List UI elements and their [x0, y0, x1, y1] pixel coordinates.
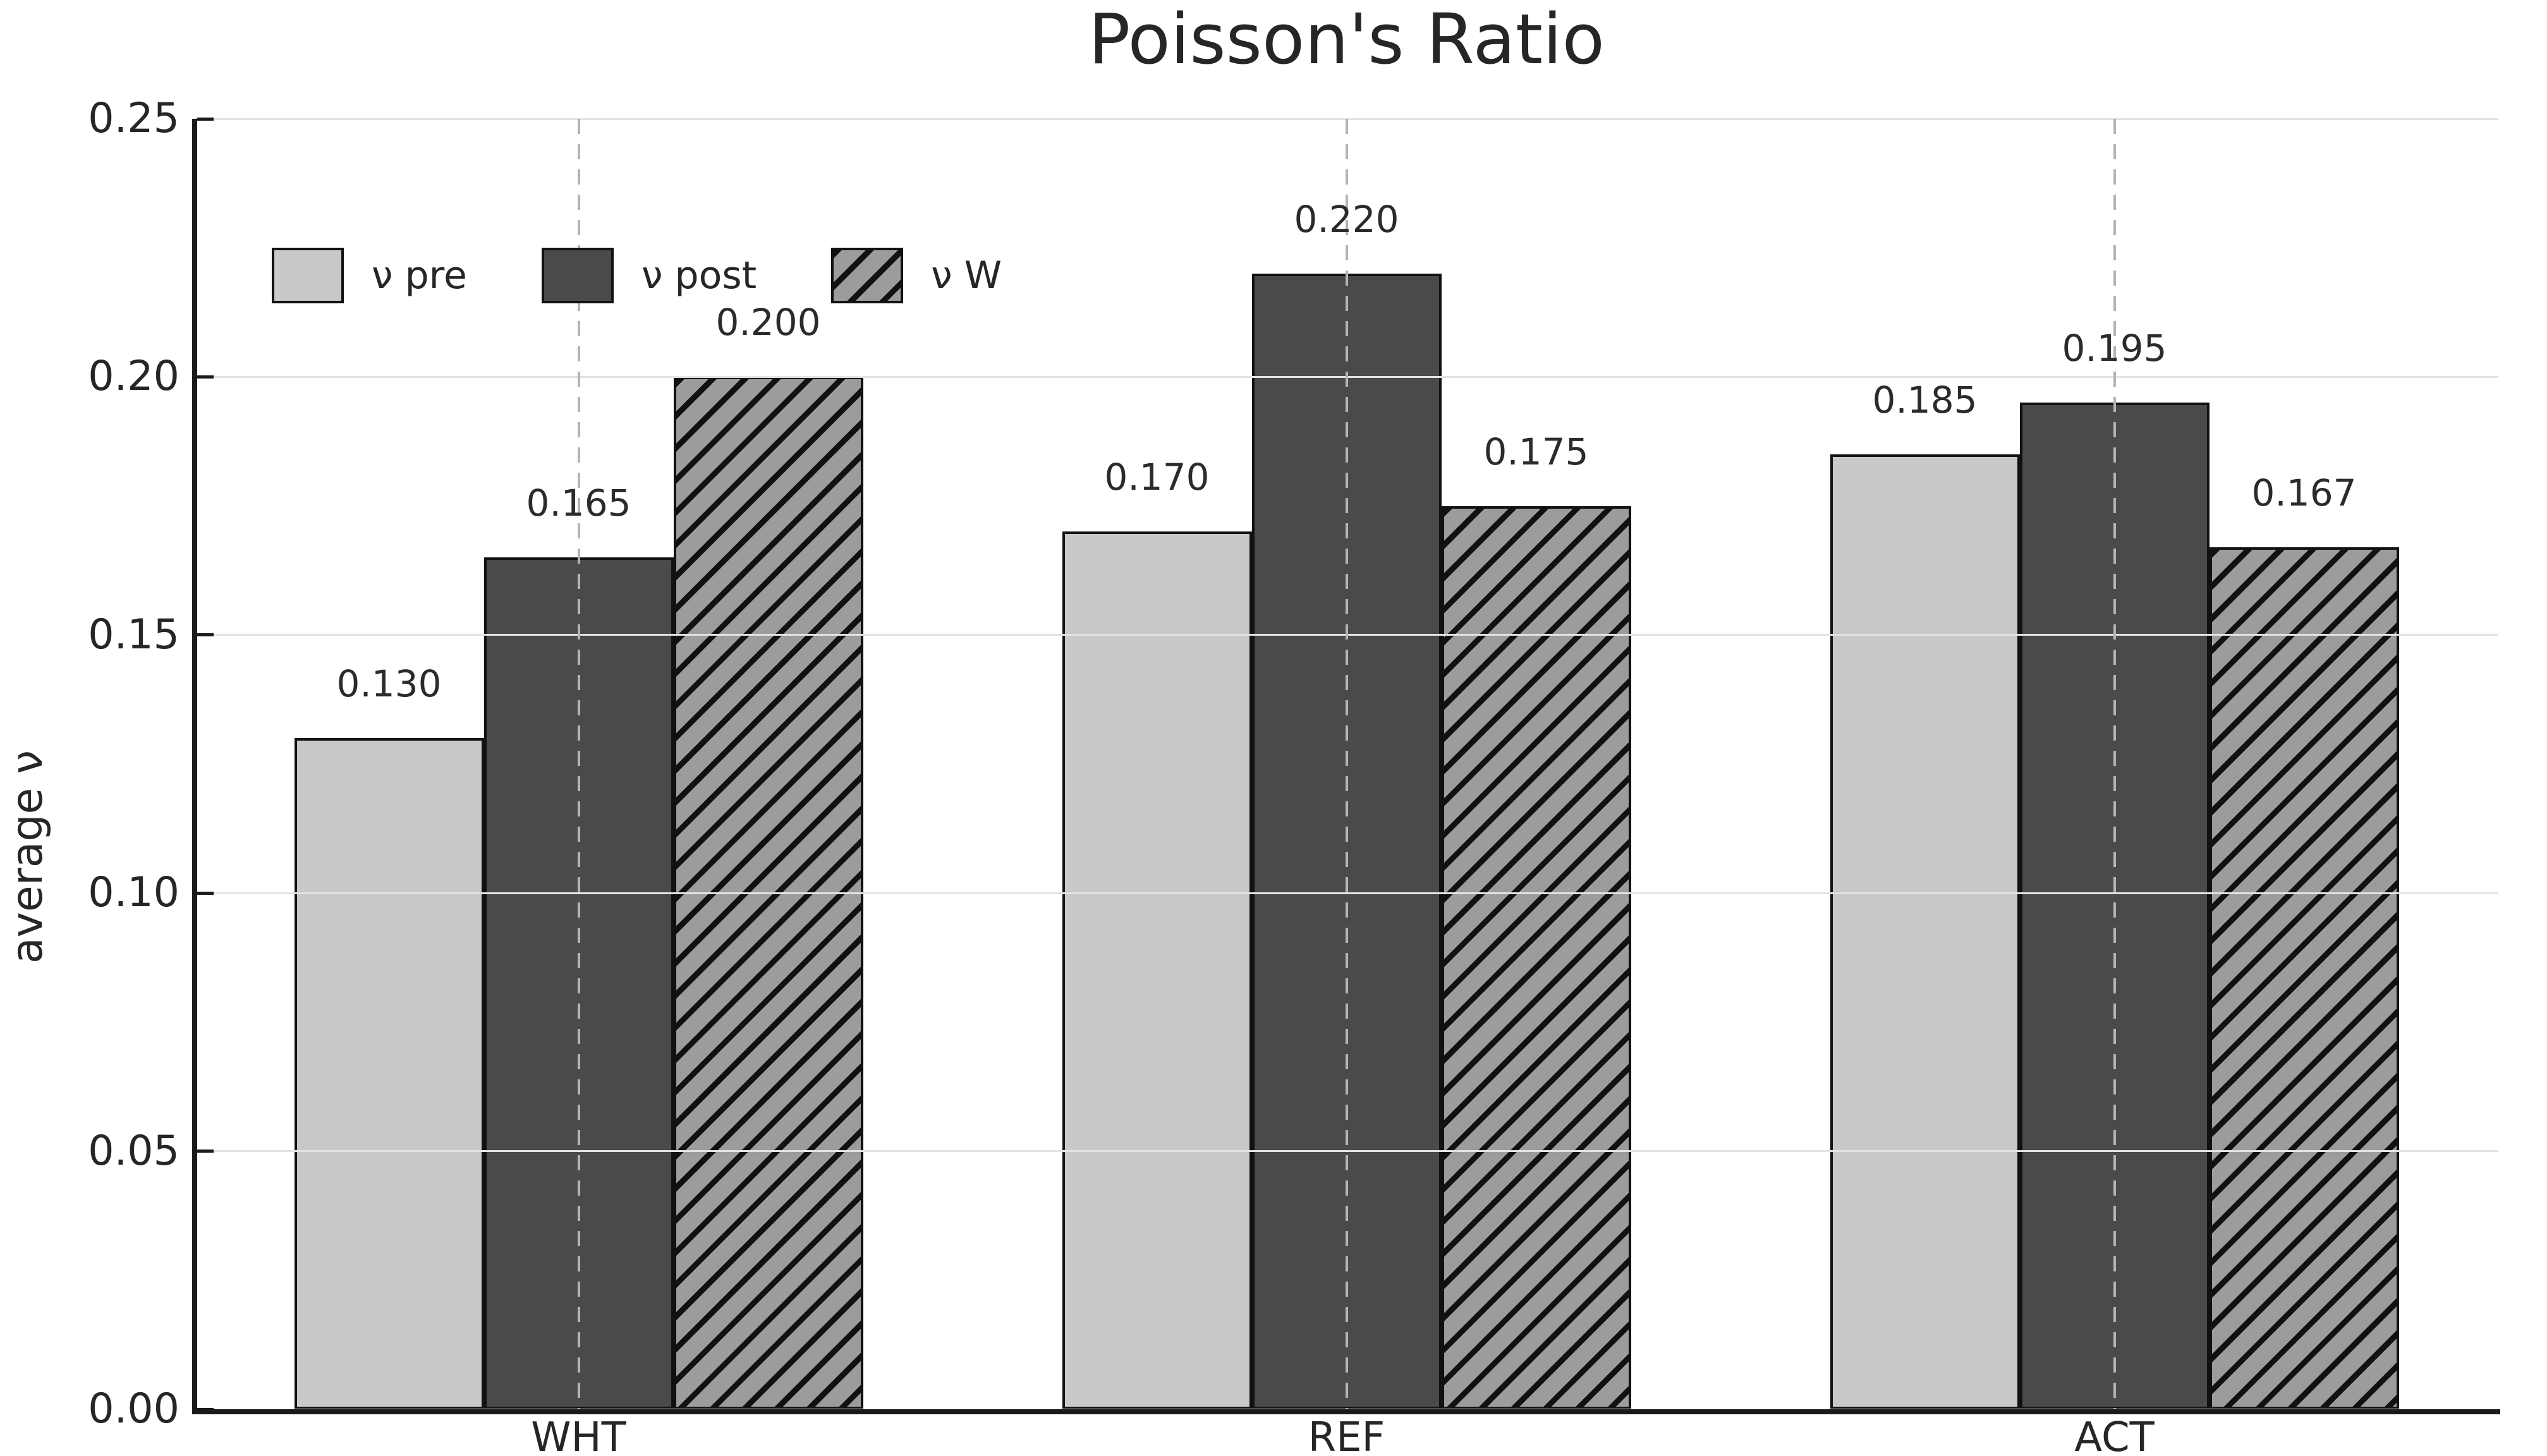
bar: [294, 738, 484, 1409]
y-tick-mark: [197, 117, 214, 121]
chart-title: Poisson's Ratio: [1088, 0, 1605, 80]
bar: [1830, 454, 2020, 1409]
legend-item: ν post: [541, 248, 757, 303]
x-gridline-dashed: [1345, 119, 1348, 1409]
bar-value-label: 0.165: [526, 482, 631, 525]
x-tick-label: REF: [1308, 1414, 1385, 1456]
y-tick-mark: [197, 1407, 214, 1411]
y-tick-mark: [197, 375, 214, 379]
legend-swatch: [272, 248, 344, 303]
y-tick-label: 0.00: [88, 1385, 179, 1433]
y-tick-label: 0.15: [88, 610, 179, 658]
y-tick-mark: [197, 1150, 214, 1153]
bar-value-label: 0.195: [2062, 327, 2167, 370]
bar: [1062, 531, 1252, 1409]
y-tick-mark: [197, 891, 214, 895]
legend-item: ν W: [831, 248, 1002, 303]
y-tick-label: 0.10: [88, 869, 179, 917]
legend-swatch: [541, 248, 614, 303]
bar-value-label: 0.167: [2251, 471, 2357, 514]
y-tick-label: 0.05: [88, 1127, 179, 1175]
bar: [2209, 547, 2399, 1409]
bar: [1441, 506, 1631, 1409]
y-tick-label: 0.25: [88, 95, 179, 142]
legend: ν pre ν post ν W: [272, 248, 1002, 303]
legend-item: ν pre: [272, 248, 467, 303]
y-tick-mark: [197, 633, 214, 637]
legend-label: ν post: [641, 253, 757, 298]
x-tick-label: WHT: [531, 1414, 626, 1456]
bar-value-label: 0.200: [715, 301, 821, 344]
legend-label: ν pre: [372, 253, 467, 298]
x-gridline-dashed: [2113, 119, 2116, 1409]
bar-value-label: 0.175: [1483, 430, 1589, 473]
x-tick-label: ACT: [2074, 1414, 2155, 1456]
x-axis-spine: [192, 1409, 2500, 1414]
bar-value-label: 0.170: [1104, 456, 1210, 499]
x-gridline-dashed: [577, 119, 580, 1409]
bar-value-label: 0.185: [1872, 378, 1978, 422]
bar-value-label: 0.220: [1294, 198, 1399, 241]
legend-label: ν W: [931, 253, 1002, 298]
y-axis-label: average ν: [3, 750, 52, 964]
y-tick-label: 0.20: [88, 353, 179, 401]
legend-swatch: [831, 248, 904, 303]
bar-value-label: 0.130: [336, 662, 442, 706]
y-axis-spine: [192, 119, 197, 1414]
